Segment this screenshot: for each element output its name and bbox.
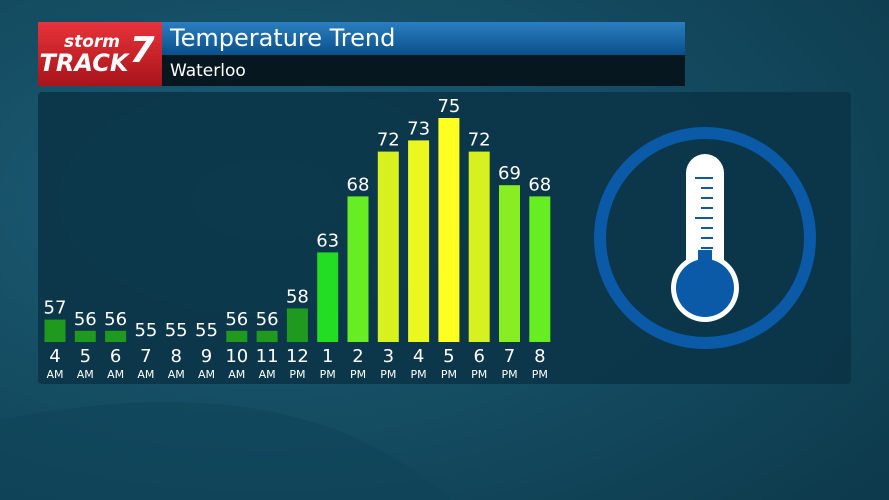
thermometer-icon <box>594 127 816 349</box>
bar <box>286 308 308 342</box>
value-label: 69 <box>498 163 521 184</box>
x-tick-label: 6 <box>473 346 484 367</box>
x-tick-period: PM <box>471 368 487 381</box>
value-label: 55 <box>134 320 157 341</box>
x-tick-period: PM <box>411 368 427 381</box>
bar <box>529 196 551 342</box>
x-tick-period: PM <box>441 368 457 381</box>
x-tick-period: AM <box>228 368 245 381</box>
value-label: 57 <box>44 298 67 319</box>
x-tick-label: 10 <box>225 346 248 367</box>
x-tick-label: 8 <box>170 346 181 367</box>
logo-number: 7 <box>129 30 154 71</box>
bar <box>74 330 96 342</box>
x-tick-label: 7 <box>504 346 515 367</box>
chart-subtitle: Waterloo <box>170 61 246 81</box>
x-tick-period: AM <box>107 368 124 381</box>
logo-bottom: TRACK <box>40 49 131 77</box>
x-tick-label: 8 <box>534 346 545 367</box>
value-label: 56 <box>74 309 97 330</box>
chart-title: Temperature Trend <box>169 24 395 52</box>
logo-top: storm <box>64 32 120 52</box>
x-tick-period: AM <box>46 368 63 381</box>
x-tick-label: 2 <box>352 346 363 367</box>
x-tick-label: 4 <box>413 346 424 367</box>
x-tick-label: 12 <box>286 346 309 367</box>
value-label: 55 <box>195 320 218 341</box>
x-tick-label: 7 <box>140 346 151 367</box>
value-label: 56 <box>104 309 127 330</box>
bar <box>317 252 339 342</box>
x-tick-period: PM <box>320 368 336 381</box>
value-label: 58 <box>286 286 309 307</box>
bar <box>438 118 460 342</box>
swoosh <box>0 402 450 500</box>
value-label: 56 <box>225 309 248 330</box>
x-tick-period: PM <box>289 368 305 381</box>
value-label: 72 <box>377 130 400 151</box>
x-tick-period: PM <box>350 368 366 381</box>
bar <box>105 330 127 342</box>
bar <box>44 319 66 342</box>
x-tick-label: 1 <box>322 346 333 367</box>
x-tick-period: AM <box>168 368 185 381</box>
bar <box>499 185 520 342</box>
value-label: 68 <box>347 174 370 195</box>
x-tick-period: PM <box>380 368 396 381</box>
x-tick-period: AM <box>198 368 215 381</box>
value-label: 75 <box>437 96 460 117</box>
x-tick-period: PM <box>501 368 517 381</box>
x-tick-period: AM <box>77 368 94 381</box>
x-tick-period: PM <box>532 368 548 381</box>
x-tick-label: 5 <box>80 346 91 367</box>
bar <box>226 330 248 342</box>
value-label: 73 <box>407 118 430 139</box>
x-tick-label: 4 <box>49 346 60 367</box>
logo <box>38 22 162 86</box>
value-label: 63 <box>316 230 339 251</box>
value-label: 56 <box>256 309 279 330</box>
x-tick-period: AM <box>137 368 154 381</box>
bar <box>468 151 490 342</box>
x-tick-label: 3 <box>383 346 394 367</box>
bar <box>347 196 369 342</box>
bar <box>408 140 430 342</box>
x-tick-label: 11 <box>256 346 279 367</box>
x-tick-label: 9 <box>201 346 212 367</box>
bar <box>377 151 399 342</box>
value-label: 72 <box>468 130 491 151</box>
x-tick-label: 5 <box>443 346 454 367</box>
value-label: 68 <box>528 174 551 195</box>
x-tick-label: 6 <box>110 346 121 367</box>
value-label: 55 <box>165 320 188 341</box>
bar <box>256 330 278 342</box>
x-tick-period: AM <box>259 368 276 381</box>
